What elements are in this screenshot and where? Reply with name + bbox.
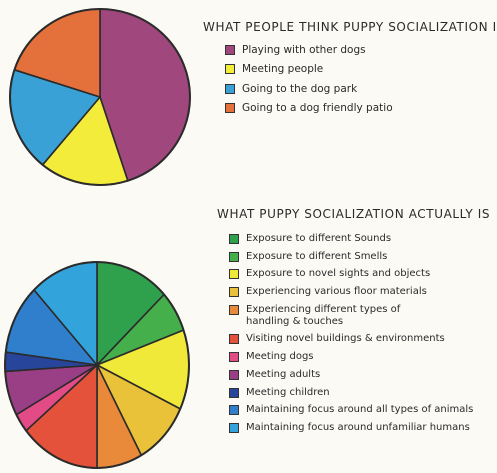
actual-legend-label: Meeting adults [246,368,321,380]
legend-panel-think: WHAT PEOPLE THINK PUPPY SOCIALIZATION IS… [203,20,497,121]
actual-legend-swatch [229,251,239,262]
actual-legend-swatch [229,234,239,244]
actual-legend-item-1: Exposure to different Sounds [229,233,497,245]
chart-title-actual: WHAT PUPPY SOCIALIZATION ACTUALLY IS [217,207,491,221]
think-outline [9,8,191,186]
legend-actual: Exposure to different Sounds Exposure to … [217,233,497,434]
chart-title-think: WHAT PEOPLE THINK PUPPY SOCIALIZATION IS [203,20,497,34]
actual-legend-swatch [229,269,239,280]
actual-outline [4,261,190,469]
actual-legend-item-4: Experiencing various floor materials [229,286,497,298]
actual-legend-label: Exposure to different Sounds [246,233,392,244]
legend-think: Playing with other dogs Meeting people Goi… [203,44,497,114]
think-legend-item-1: Playing with other dogs [225,44,497,56]
actual-legend-label: Maintaining focus around all types of an… [246,404,474,416]
think-legend-swatch [225,45,235,55]
think-legend-item-2: Meeting people [225,63,497,75]
actual-legend-swatch [229,405,239,416]
think-legend-label: Meeting people [242,63,324,76]
think-legend-swatch [225,64,235,75]
actual-legend-label: Meeting dogs [246,351,314,363]
legend-panel-actual: WHAT PUPPY SOCIALIZATION ACTUALLY IS Exp… [217,207,497,440]
actual-legend-swatch [229,352,239,363]
think-legend-label: Going to a dog friendly patio [242,101,393,114]
actual-legend-item-11: Maintaining focus around unfamiliar huma… [229,422,497,434]
actual-legend-swatch [229,369,239,380]
actual-legend-swatch [229,334,239,345]
actual-legend-item-5: Experiencing different types of handling… [229,304,497,328]
actual-legend-label: Exposure to novel sights and objects [246,268,431,280]
think-legend-item-3: Going to the dog park [225,83,497,95]
actual-legend-item-8: Meeting adults [229,369,497,381]
think-legend-item-4: Going to a dog friendly patio [225,102,497,114]
actual-legend-label: Experiencing various floor materials [246,286,427,298]
pie-chart-actual [4,261,190,469]
actual-legend-label: Visiting novel buildings & environments [246,333,445,345]
actual-legend-item-10: Maintaining focus around all types of an… [229,404,497,416]
actual-legend-item-3: Exposure to novel sights and objects [229,268,497,280]
think-legend-swatch [225,83,235,94]
pie-chart-think [9,8,191,186]
actual-legend-swatch [229,387,239,398]
think-legend-swatch [225,102,235,113]
actual-legend-item-6: Visiting novel buildings & environments [229,333,497,345]
think-legend-label: Playing with other dogs [242,44,366,56]
actual-legend-swatch [229,304,239,315]
actual-legend-item-9: Meeting children [229,387,497,399]
actual-legend-swatch [229,287,239,298]
actual-legend-label: Maintaining focus around unfamiliar huma… [246,421,470,433]
think-legend-label: Going to the dog park [242,82,358,95]
actual-legend-item-2: Exposure to different Smells [229,251,497,263]
actual-legend-label: Experiencing different types of handling… [246,303,401,327]
actual-legend-label: Exposure to different Smells [246,250,388,262]
actual-legend-label: Meeting children [246,386,330,398]
actual-legend-item-7: Meeting dogs [229,351,497,363]
actual-legend-swatch [229,422,239,433]
